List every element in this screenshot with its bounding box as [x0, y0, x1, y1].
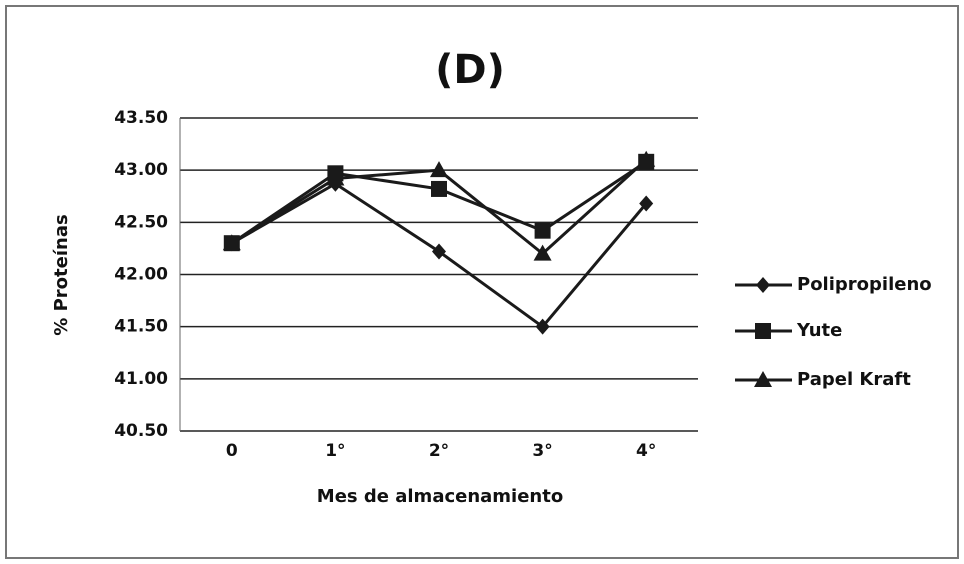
y-tick-label: 43.00 [114, 160, 168, 180]
y-tick-label: 42.00 [114, 265, 168, 285]
legend-marker [754, 371, 772, 387]
data-point [431, 180, 447, 197]
x-tick-label: 0 [226, 441, 238, 461]
legend-label: Polipropileno [797, 274, 932, 295]
x-tick-label: 4° [636, 441, 656, 461]
data-point [222, 234, 241, 251]
legend-marker [755, 323, 771, 339]
y-tick-label: 41.00 [114, 369, 168, 389]
data-point [535, 318, 550, 335]
chart-title: (D) [435, 47, 505, 93]
x-tick-label: 2° [429, 441, 449, 461]
data-point [432, 243, 446, 260]
data-point [533, 244, 552, 261]
y-axis-title: % Proteínas [51, 214, 72, 335]
data-point [637, 150, 656, 167]
y-tick-label: 42.50 [114, 212, 168, 232]
y-tick-label: 41.50 [114, 317, 168, 337]
y-tick-label: 40.50 [114, 421, 168, 441]
x-axis-title: Mes de almacenamiento [317, 486, 563, 507]
x-tick-label: 3° [532, 441, 552, 461]
data-point [639, 195, 654, 212]
legend-label: Yute [796, 320, 842, 341]
legend-marker [756, 277, 770, 293]
data-point [534, 222, 551, 239]
x-tick-label: 1° [325, 441, 345, 461]
data-point [326, 169, 345, 186]
y-tick-label: 43.50 [114, 108, 168, 128]
legend-label: Papel Kraft [797, 369, 911, 390]
data-point [430, 161, 448, 178]
chart-frame [5, 5, 959, 559]
